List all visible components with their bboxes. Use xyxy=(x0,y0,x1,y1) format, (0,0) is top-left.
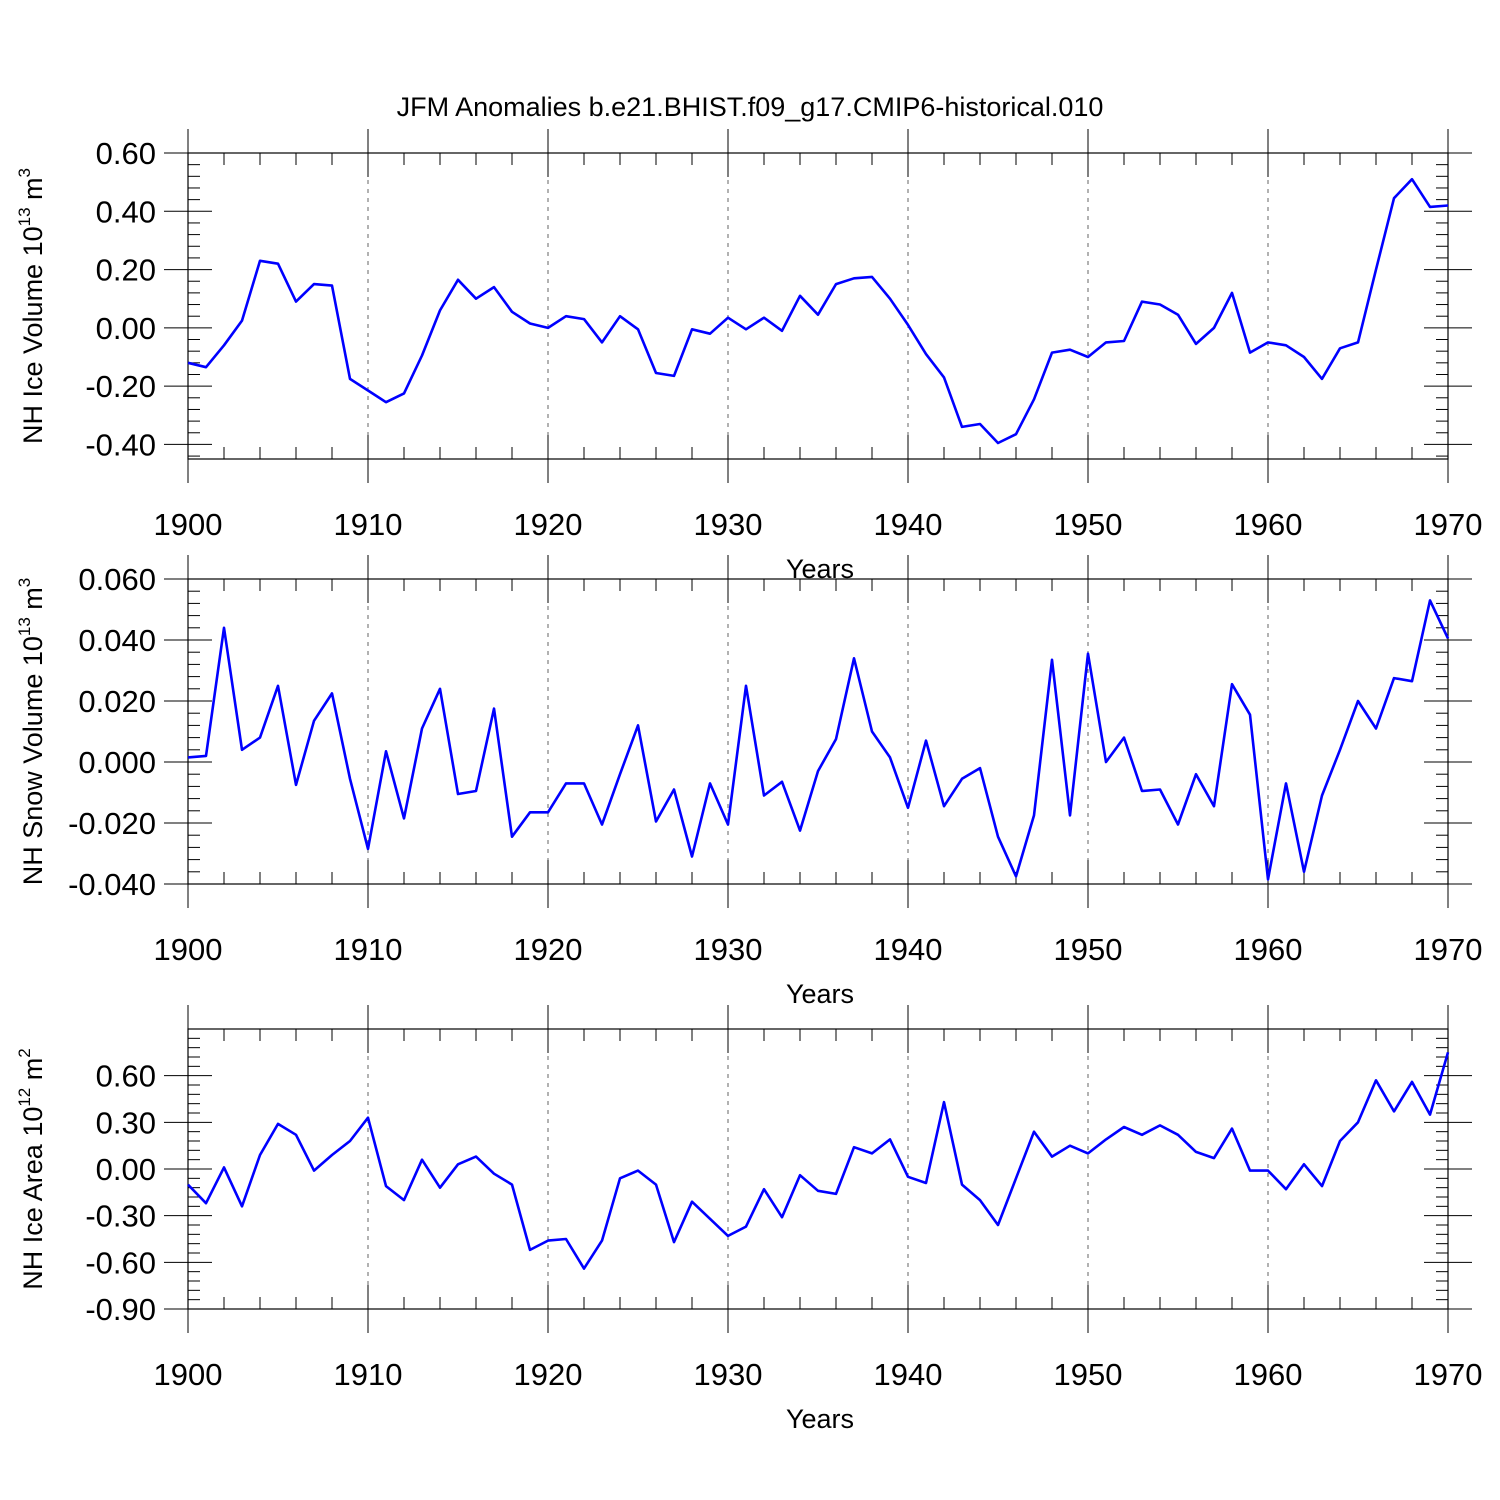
y-tick-label: 0.30 xyxy=(96,1105,156,1140)
y-tick-label: 0.60 xyxy=(96,1059,156,1094)
x-tick-label: 1970 xyxy=(1414,507,1483,542)
y-tick-label: -0.040 xyxy=(68,867,156,902)
y-tick-label: 0.00 xyxy=(96,1152,156,1187)
x-tick-label: 1910 xyxy=(334,932,403,967)
panel-2: -0.040 -0.020 0.000 0.020 0.040 0.060 1900 1910… xyxy=(15,555,1482,1009)
y-axis-label: NH Ice Area 1012 m2 xyxy=(15,1048,48,1289)
y-axis-label-unit-exponent: 2 xyxy=(15,1048,34,1057)
y-tick-label: -0.90 xyxy=(85,1292,156,1327)
y-axis-label-text: NH Ice Volume 10 xyxy=(18,226,48,444)
x-tick-label: 1950 xyxy=(1054,1357,1123,1392)
y-tick-label: 0.040 xyxy=(78,623,156,658)
y-tick-label: 0.060 xyxy=(78,562,156,597)
y-tick-label: 0.020 xyxy=(78,684,156,719)
x-tick-label: 1910 xyxy=(334,1357,403,1392)
y-tick-label: -0.30 xyxy=(85,1199,156,1234)
y-axis-label-unit: m xyxy=(18,1058,48,1088)
x-tick-label: 1960 xyxy=(1234,1357,1303,1392)
y-axis-label-unit-exponent: 3 xyxy=(15,578,34,587)
x-tick-label: 1940 xyxy=(874,932,943,967)
y-tick-label: -0.20 xyxy=(85,369,156,404)
y-tick-label: -0.60 xyxy=(85,1245,156,1280)
y-axis-label-text: NH Ice Area 10 xyxy=(18,1107,48,1290)
x-tick-label: 1960 xyxy=(1234,932,1303,967)
plot-frame xyxy=(187,152,1449,460)
x-tick-label: 1900 xyxy=(154,507,223,542)
y-tick-label: -0.40 xyxy=(85,427,156,462)
x-tick-label: 1930 xyxy=(694,1357,763,1392)
x-tick-label: 1970 xyxy=(1414,932,1483,967)
panel-3: -0.90 -0.60 -0.30 0.00 0.30 0.60 1900 1910 1920 1… xyxy=(15,1005,1482,1434)
y-axis-label: NH Snow Volume 1013 m3 xyxy=(15,578,48,886)
x-axis-label: Years xyxy=(786,979,854,1009)
x-tick-label: 1910 xyxy=(334,507,403,542)
y-tick-label: 0.40 xyxy=(96,194,156,229)
plot-frame xyxy=(187,1028,1449,1310)
x-tick-label: 1900 xyxy=(154,1357,223,1392)
x-tick-label: 1920 xyxy=(514,932,583,967)
x-axis-label: Years xyxy=(786,1404,854,1434)
x-tick-label: 1920 xyxy=(514,1357,583,1392)
x-tick-label: 1940 xyxy=(874,507,943,542)
x-tick-label: 1970 xyxy=(1414,1357,1483,1392)
y-axis-label-exponent: 13 xyxy=(15,617,34,636)
y-axis-label-unit-exponent: 3 xyxy=(15,168,34,177)
y-tick-label: 0.000 xyxy=(78,745,156,780)
y-axis-label-unit: m xyxy=(18,177,48,207)
y-tick-label: 0.60 xyxy=(96,136,156,171)
x-tick-label: 1950 xyxy=(1054,507,1123,542)
x-tick-label: 1950 xyxy=(1054,932,1123,967)
x-tick-label: 1930 xyxy=(694,932,763,967)
plot-frame xyxy=(187,578,1449,885)
y-axis-label-exponent: 13 xyxy=(15,207,34,226)
series-line xyxy=(187,599,1450,881)
y-tick-label: -0.020 xyxy=(68,806,156,841)
y-axis-label-unit: m xyxy=(18,587,48,617)
x-tick-label: 1900 xyxy=(154,932,223,967)
y-tick-label: 0.00 xyxy=(96,311,156,346)
series-line xyxy=(187,1051,1450,1270)
y-axis-label-exponent: 12 xyxy=(15,1088,34,1107)
x-tick-label: 1930 xyxy=(694,507,763,542)
y-axis-label: NH Ice Volume 1013 m3 xyxy=(15,168,48,444)
series-line xyxy=(187,177,1449,445)
y-axis-label-text: NH Snow Volume 10 xyxy=(18,636,48,885)
x-tick-label: 1940 xyxy=(874,1357,943,1392)
panel-1: -0.40 -0.20 0.00 0.20 0.40 0.60 1900 1910 1920 19… xyxy=(15,129,1482,584)
chart-title: JFM Anomalies b.e21.BHIST.f09_g17.CMIP6-… xyxy=(397,92,1104,122)
x-tick-label: 1920 xyxy=(514,507,583,542)
x-tick-label: 1960 xyxy=(1234,507,1303,542)
y-tick-label: 0.20 xyxy=(96,253,156,288)
